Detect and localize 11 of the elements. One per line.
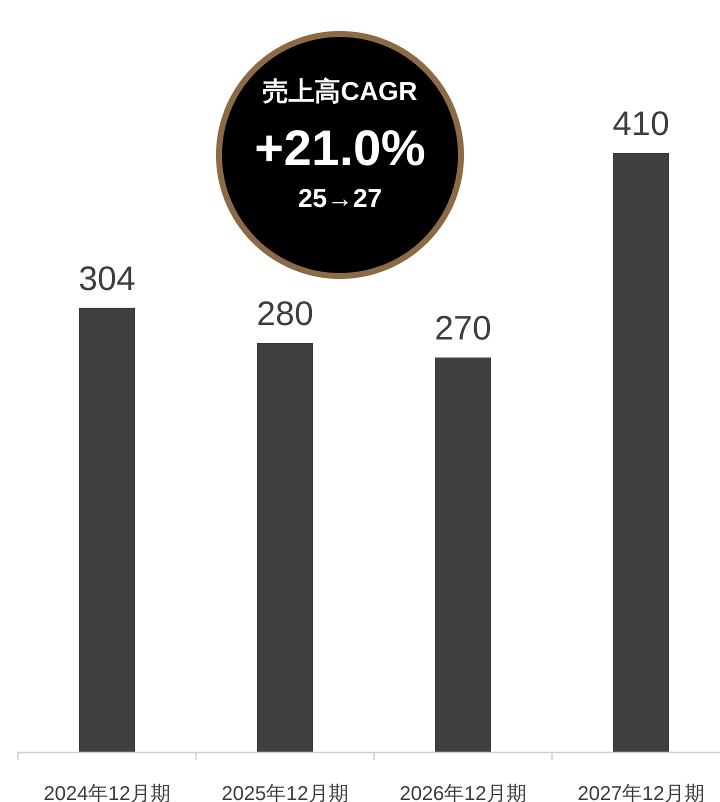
- data-label: 270: [434, 310, 492, 348]
- text: 売上高CAGR: [262, 76, 418, 106]
- bar: [613, 153, 669, 752]
- bar: [79, 308, 135, 752]
- annotation: +21.0%: [254, 120, 426, 176]
- data-label: 410: [612, 105, 670, 143]
- data-label: 280: [256, 294, 314, 333]
- bar: [257, 342, 313, 752]
- data-label: 304: [78, 260, 136, 298]
- bar: [435, 358, 491, 752]
- annotation: 25→27: [298, 183, 382, 213]
